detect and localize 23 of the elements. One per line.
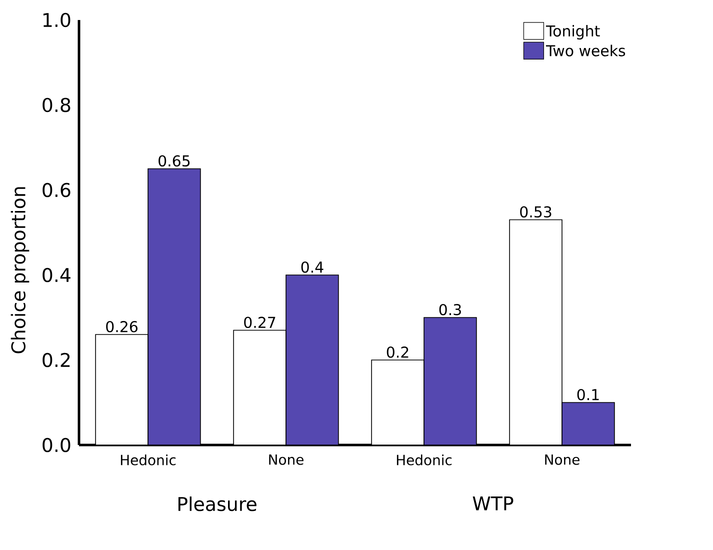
x-tick-label: None [269,454,304,465]
data-label: 0.26 [106,320,138,332]
x-tick-label: None [545,454,580,465]
data-label: 0.53 [520,206,552,218]
y-tick-label: 0.8 [42,98,70,112]
legend-label: Two weeks [546,44,626,56]
x-tick-label: Hedonic [396,454,452,466]
y-tick-label: 0.6 [42,182,70,198]
data-label: 0.27 [244,316,276,328]
y-tick-label: 1.0 [43,12,70,28]
data-label: 0.4 [301,261,324,273]
data-label: 0.3 [439,304,461,316]
y-tick-label: 0.4 [42,268,70,282]
legend-label: Tonight [546,25,600,40]
data-label: 0.65 [158,155,190,167]
y-axis-title: Choice proportion [10,187,30,354]
text: WTP [472,496,514,510]
x-tick-label: Hedonic [120,454,176,466]
y-tick-label: 0.0 [42,438,70,452]
text: Pleasure [178,496,256,512]
data-label: 0.2 [386,346,408,358]
y-tick-label: 0.2 [42,352,70,368]
data-label: 0.1 [577,388,599,400]
